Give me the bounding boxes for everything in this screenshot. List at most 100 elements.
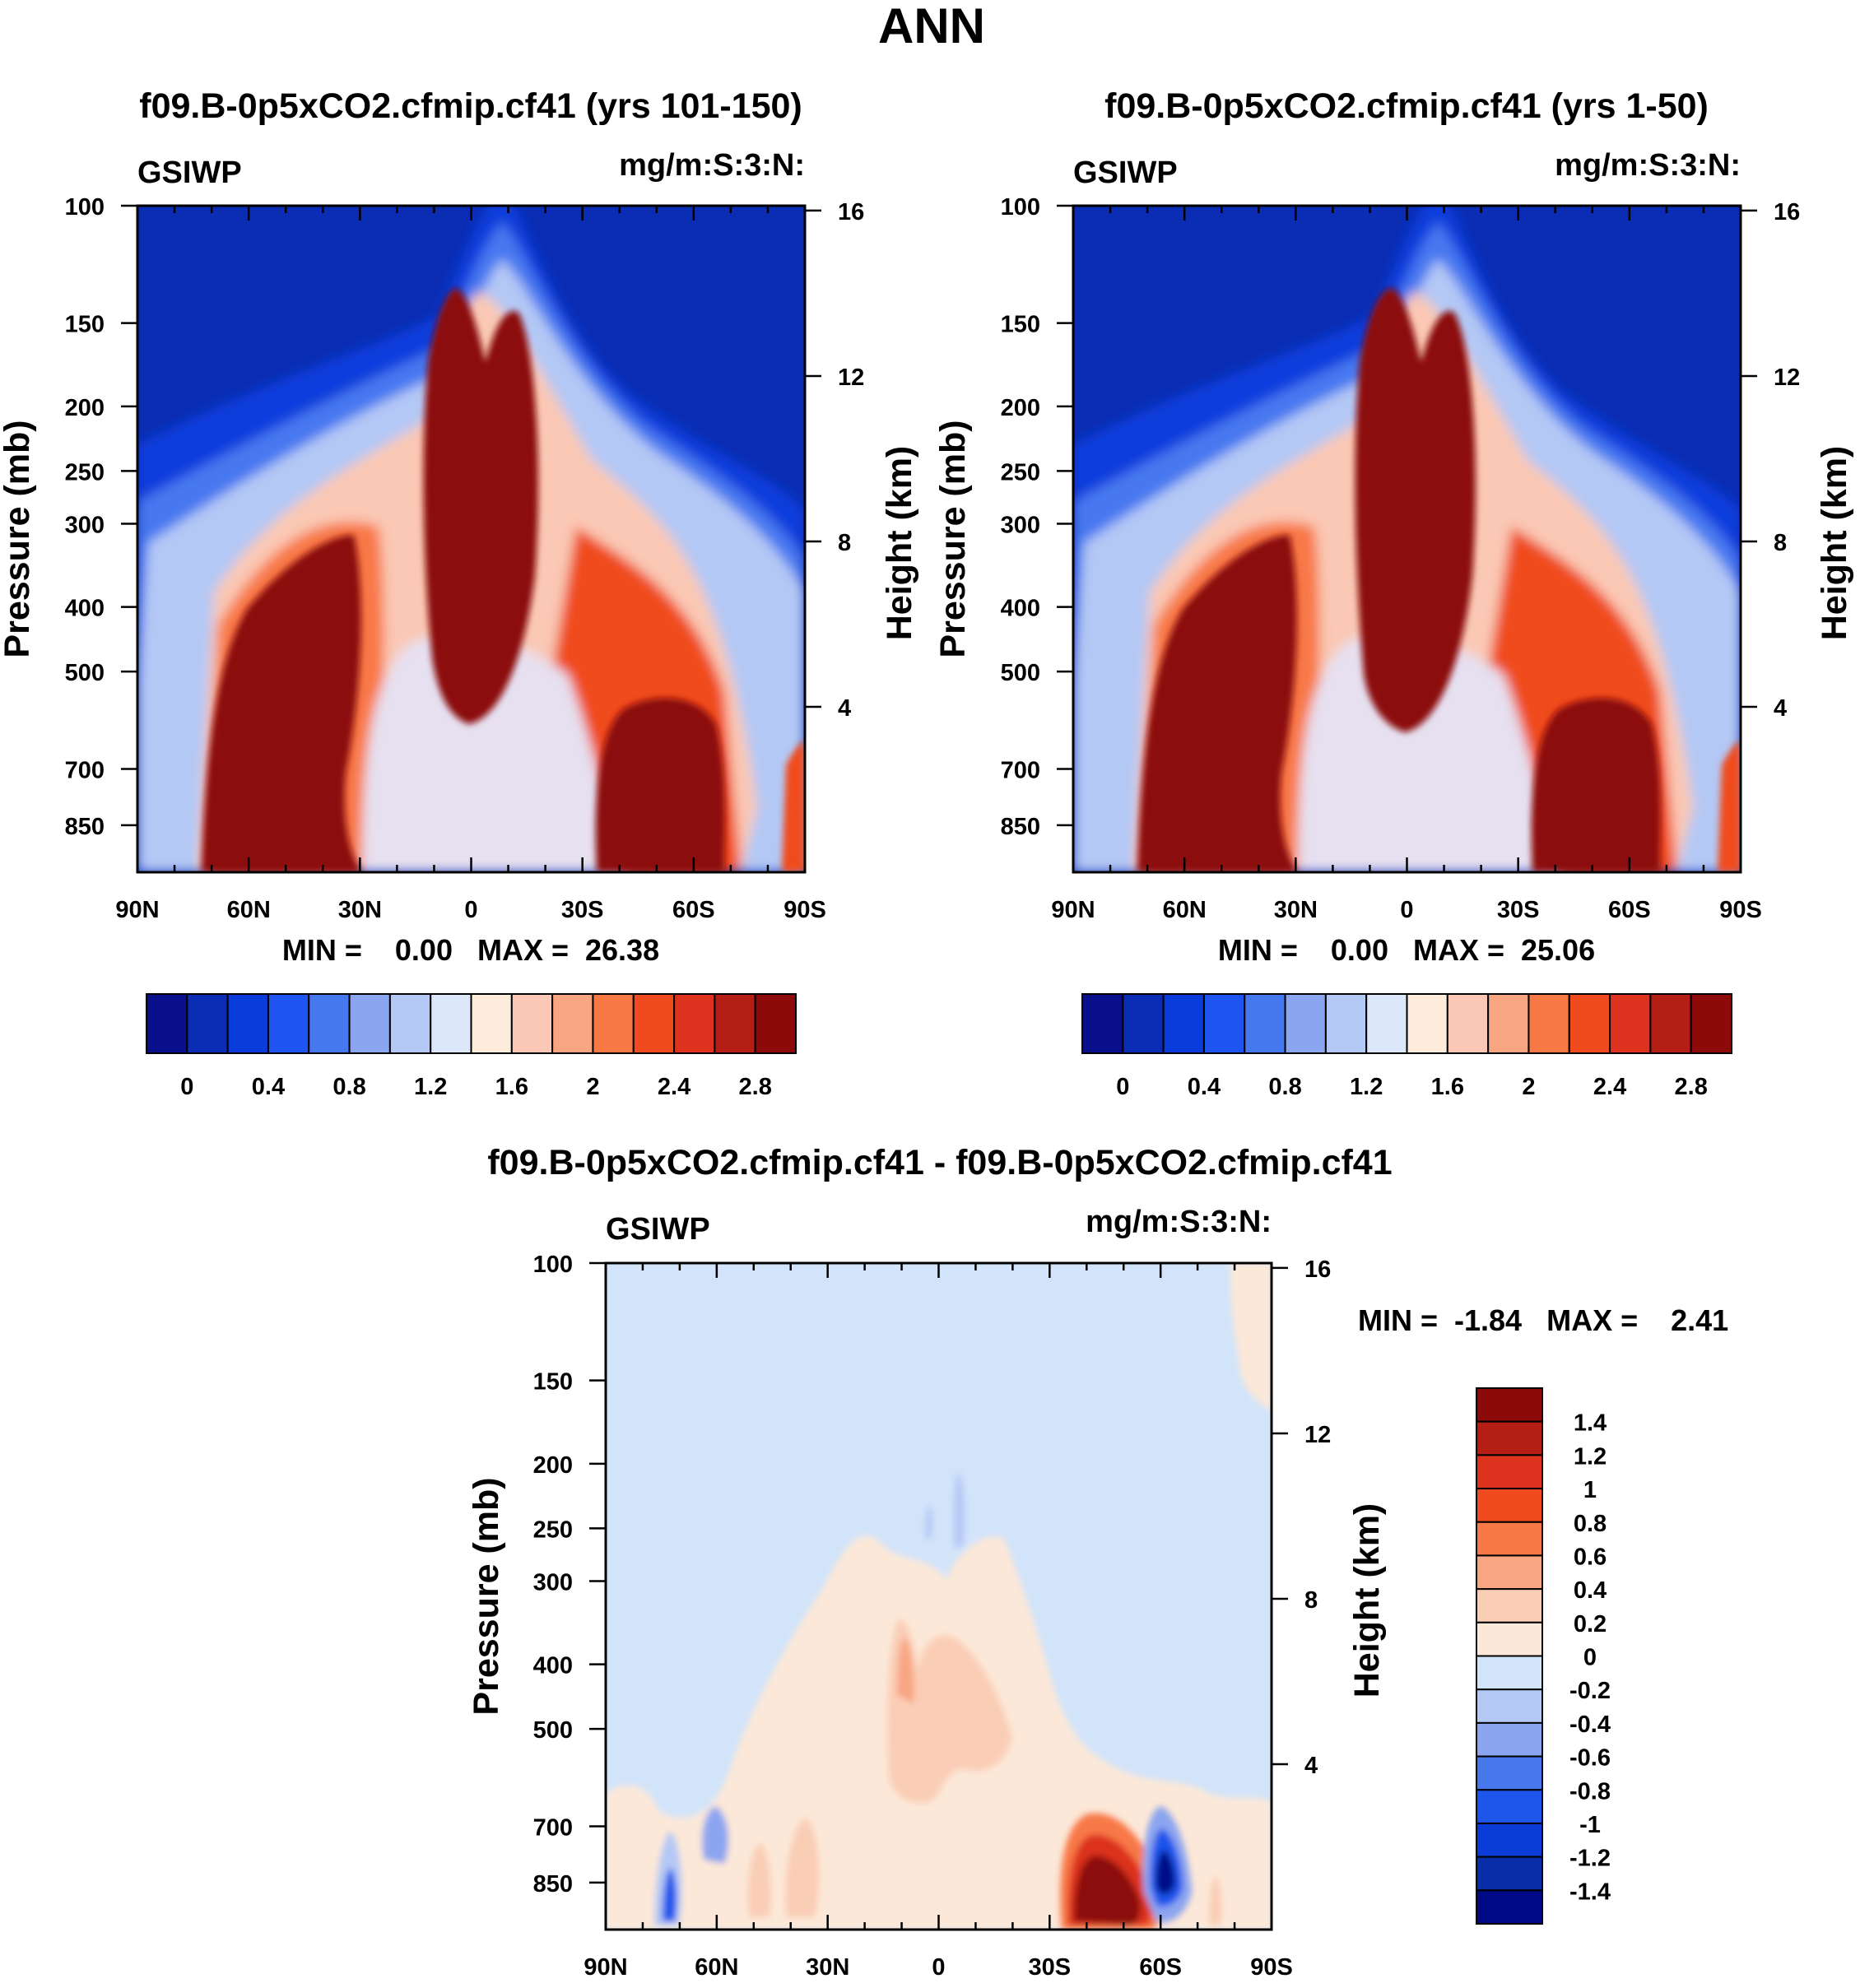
panel-b-ylabel-right: Height (km) (1815, 446, 1854, 641)
colorbar-label: 2.8 (1675, 1074, 1708, 1100)
ytick-label: 250 (65, 459, 105, 485)
polar-tongue (782, 741, 805, 872)
colorbar-label: 2.4 (658, 1074, 691, 1100)
diff-pos-mid (887, 1619, 1012, 1803)
diff-pos-corner (1230, 1263, 1272, 1411)
panel-c-var: GSIWP (606, 1212, 710, 1247)
yrtick-label: 8 (838, 530, 851, 556)
colorbar-box (673, 993, 716, 1054)
colorbar-box (1690, 993, 1732, 1054)
panel-c-ytick-labels: 100 150 200 250 300 400 500 700 850 (533, 1252, 573, 1897)
panel-c-plot (606, 1263, 1272, 1930)
hot-core-2 (423, 288, 538, 724)
field-layer-7 (1298, 635, 1561, 872)
colorbar-label: -0.2 (1569, 1678, 1611, 1704)
colorbar-label: -0.8 (1569, 1778, 1611, 1805)
panel-a-colorbar-labels: 0 0.4 0.8 1.2 1.6 2 2.4 2.8 (180, 1074, 772, 1100)
xtick-label: 30N (338, 897, 382, 923)
colorbar-label: 2 (586, 1074, 599, 1100)
colorbar-box (430, 993, 472, 1054)
colorbar-box (1476, 1789, 1543, 1824)
colorbar-box (551, 993, 594, 1054)
colorbar-box (1476, 1488, 1543, 1523)
xtick-label: 60S (1139, 1954, 1182, 1981)
colorbar-label: 0.6 (1574, 1544, 1607, 1570)
colorbar-box (1476, 1387, 1543, 1423)
xtick-label: 0 (1400, 897, 1413, 923)
colorbar-label: -0.6 (1569, 1745, 1611, 1772)
colorbar-box (714, 993, 756, 1054)
hot-core-3 (595, 698, 725, 872)
yrtick-label: 12 (1304, 1422, 1331, 1448)
colorbar-box (186, 993, 229, 1054)
colorbar-box (348, 993, 391, 1054)
panel-a-ytick-labels: 100 150 200 250 300 400 500 700 850 (65, 194, 105, 840)
ytick-label: 850 (65, 814, 105, 840)
panel-a-title: f09.B-0p5xCO2.cfmip.cf41 (yrs 101-150) (139, 86, 802, 126)
colorbar-label: 1.2 (1350, 1074, 1383, 1100)
panel-c-field (606, 1263, 1272, 1930)
colorbar-box (1476, 1521, 1543, 1557)
colorbar-box (1476, 1454, 1543, 1490)
colorbar-box (1476, 1721, 1543, 1758)
panel-c-yrtick-labels: 16 12 8 4 (1304, 1256, 1331, 1779)
panel-b-field (1073, 206, 1741, 872)
yrtick-label: 12 (1774, 365, 1800, 391)
panel-c-ylabel-right: Height (km) (1347, 1503, 1387, 1698)
colorbar-box (308, 993, 351, 1054)
panel-b-ytick-labels: 100 150 200 250 300 400 500 700 850 (1001, 194, 1040, 840)
colorbar-box (470, 993, 513, 1054)
colorbar-label: 0 (1583, 1645, 1597, 1671)
colorbar-label: 2.8 (739, 1074, 772, 1100)
panel-b-units: mg/m:S:3:N: (1555, 148, 1741, 183)
panel-c-minmax: MIN = -1.84 MAX = 2.41 (1358, 1303, 1728, 1337)
colorbar-label: 1.6 (495, 1074, 528, 1100)
colorbar-box (267, 993, 310, 1054)
colorbar-label: -0.4 (1569, 1712, 1611, 1738)
ytick-label: 500 (533, 1717, 573, 1744)
colorbar-label: 2 (1522, 1074, 1535, 1100)
colorbar-box (1476, 1588, 1543, 1623)
xtick-label: 60S (1608, 897, 1651, 923)
ytick-label: 300 (1001, 512, 1040, 538)
colorbar-box (1476, 1822, 1543, 1858)
colorbar-box (1244, 993, 1286, 1054)
hot-core-1 (202, 535, 362, 872)
panel-b-title: f09.B-0p5xCO2.cfmip.cf41 (yrs 1-50) (1104, 86, 1709, 126)
panel-b-ylabel: Pressure (mb) (933, 420, 973, 657)
ytick-label: 500 (65, 660, 105, 686)
panel-b-minmax: MIN = 0.00 MAX = 25.06 (1218, 933, 1595, 967)
colorbar-label: 1 (1583, 1477, 1597, 1503)
colorbar-box (1406, 993, 1448, 1054)
xtick-label: 30S (1497, 897, 1540, 923)
colorbar-box (1476, 1688, 1543, 1724)
xtick-label: 30S (561, 897, 604, 923)
colorbar-label: 0.4 (252, 1074, 285, 1100)
panel-b-yrtick-labels: 16 12 8 4 (1774, 199, 1800, 722)
colorbar-label: 0 (180, 1074, 193, 1100)
colorbar-label: 1.6 (1431, 1074, 1464, 1100)
ytick-label: 400 (533, 1653, 573, 1679)
ytick-label: 150 (1001, 312, 1040, 338)
xtick-label: 90S (1250, 1954, 1293, 1981)
colorbar-box (632, 993, 676, 1054)
ytick-label: 850 (533, 1871, 573, 1897)
panel-a-xtick-labels: 90N 60N 30N 0 30S 60S 90S (115, 897, 825, 923)
colorbar-label: -1 (1579, 1812, 1601, 1838)
yrtick-label: 16 (838, 199, 864, 225)
colorbar-box (1476, 1420, 1543, 1456)
ytick-label: 400 (65, 596, 105, 622)
panel-c-ticks (589, 1261, 1288, 1930)
colorbar-label: 0.8 (332, 1074, 365, 1100)
hot-core-1 (1137, 535, 1298, 872)
ytick-label: 700 (533, 1815, 573, 1842)
colorbar-label: 0.8 (1268, 1074, 1301, 1100)
panel-b-xtick-labels: 90N 60N 30N 0 30S 60S 90S (1051, 897, 1761, 923)
yrtick-label: 16 (1774, 199, 1800, 225)
hot-core-3 (1531, 698, 1661, 872)
yrtick-label: 12 (838, 365, 864, 391)
yrtick-label: 8 (1774, 530, 1787, 556)
colorbar-label: -1.4 (1569, 1879, 1611, 1905)
panel-a-field (137, 206, 805, 872)
ytick-label: 250 (533, 1517, 573, 1543)
